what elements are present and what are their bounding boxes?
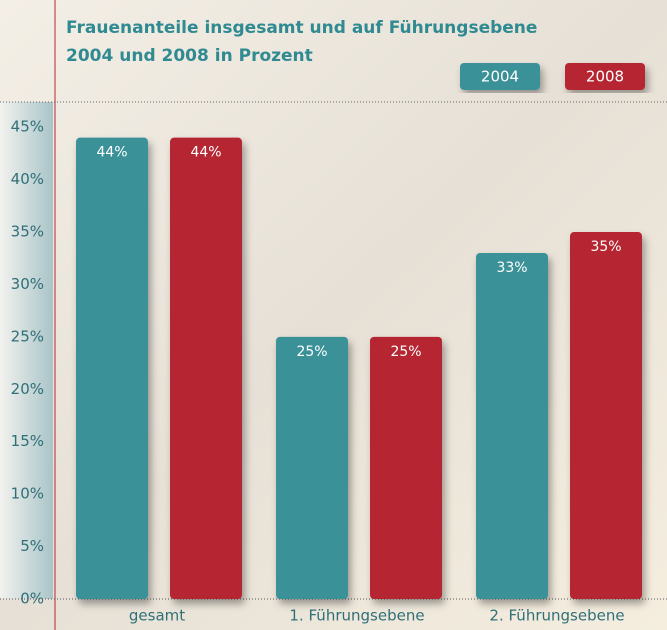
bar — [76, 138, 148, 599]
y-tick-label: 25% — [11, 327, 44, 345]
chart-title: Frauenanteile insgesamt und auf Führungs… — [66, 18, 537, 38]
value-label: 25% — [296, 344, 327, 360]
value-label: 35% — [590, 239, 621, 255]
y-tick-label: 35% — [11, 223, 44, 241]
chart: Frauenanteile insgesamt und auf Führungs… — [0, 0, 667, 630]
chart-subtitle: 2004 und 2008 in Prozent — [66, 46, 313, 66]
value-label: 44% — [96, 145, 127, 161]
value-label: 25% — [390, 344, 421, 360]
y-tick-label: 30% — [11, 275, 44, 293]
x-tick-label: gesamt — [129, 607, 185, 625]
y-tick-label: 5% — [20, 537, 44, 555]
legend-label: 2004 — [481, 68, 519, 86]
bar — [370, 337, 442, 599]
y-tick-label: 15% — [11, 432, 44, 450]
y-tick-label: 20% — [11, 380, 44, 398]
bar — [476, 253, 548, 599]
legend-label: 2008 — [586, 68, 624, 86]
value-label: 44% — [190, 145, 221, 161]
bar — [570, 232, 642, 599]
bar — [276, 337, 348, 599]
bar — [170, 138, 242, 599]
y-tick-label: 10% — [11, 485, 44, 503]
x-tick-label: 1. Führungsebene — [289, 607, 424, 625]
y-tick-label: 0% — [20, 590, 44, 608]
value-label: 33% — [496, 260, 527, 276]
x-tick-label: 2. Führungsebene — [489, 607, 624, 625]
y-tick-label: 45% — [11, 118, 44, 136]
y-tick-label: 40% — [11, 170, 44, 188]
